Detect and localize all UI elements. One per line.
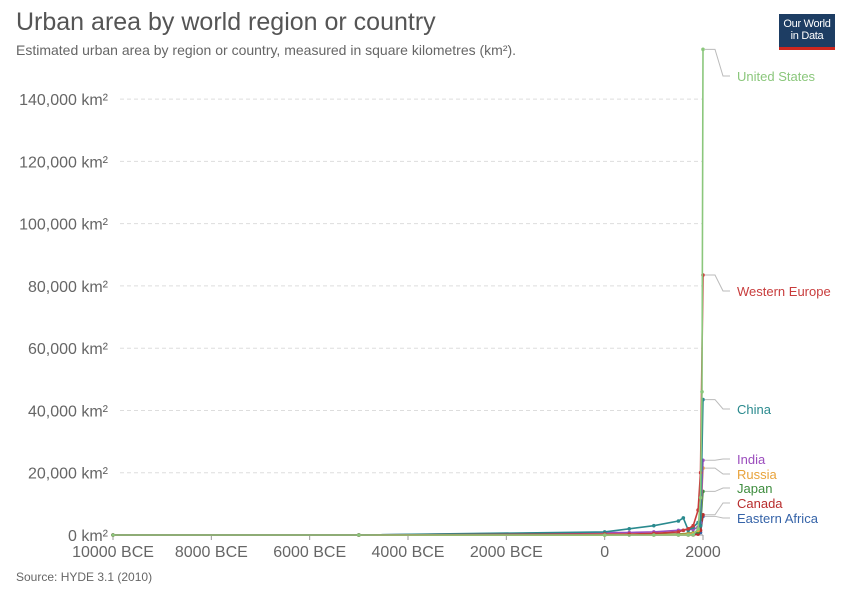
chart-title: Urban area by world region or country [16, 8, 436, 36]
series-group [111, 47, 705, 537]
y-tick-label: 40,000 km² [28, 403, 109, 420]
label-leader-canada [705, 502, 730, 516]
end-labels: United States Western Europe China IndiaRus… [705, 48, 831, 526]
series-line-united-states[interactable] [113, 49, 704, 536]
label-leader-india [705, 458, 730, 461]
series-line-india[interactable] [113, 460, 704, 536]
logo-line-2: in Data [790, 30, 824, 42]
series-label-eastern-africa[interactable]: Eastern Africa [737, 511, 819, 526]
data-point-china[interactable] [652, 523, 656, 528]
series-label-japan[interactable]: Japan [737, 481, 772, 496]
data-point-western-europe[interactable] [676, 530, 681, 534]
x-axis-ticks: 10000 BCE 8000 BCE 6000 BCE 4000 BCE 2000 BC… [72, 535, 721, 561]
data-point-china[interactable] [698, 523, 703, 528]
x-tick-label: 6000 BCE [273, 544, 346, 561]
series-label-united-states[interactable]: United States [737, 69, 816, 84]
x-tick-label: 2000 BCE [470, 544, 543, 561]
data-point-western-europe[interactable] [691, 523, 695, 528]
series-line-russia[interactable] [113, 468, 704, 536]
series-label-western-europe[interactable]: Western Europe [737, 284, 831, 299]
label-leader-united-states [705, 48, 730, 77]
x-tick-label: 4000 BCE [372, 544, 445, 561]
series-line-china[interactable] [113, 399, 704, 536]
chart-subtitle: Estimated urban area by region or countr… [16, 42, 517, 58]
source-note: Source: HYDE 3.1 (2010) [16, 570, 153, 584]
label-leader-china [705, 399, 730, 410]
y-axis-ticks: 0 km² 20,000 km² 40,000 km² 60,000 km² 80,00… [19, 92, 109, 545]
data-point-united-states[interactable] [691, 532, 695, 537]
series-label-china[interactable]: China [737, 402, 772, 417]
x-tick-label: 0 [600, 544, 609, 561]
series-label-russia[interactable]: Russia [737, 467, 778, 482]
data-point-united-states[interactable] [602, 533, 607, 537]
y-tick-label: 80,000 km² [28, 279, 109, 296]
series-label-india[interactable]: India [737, 452, 766, 467]
label-leader-western-europe [705, 274, 730, 292]
data-point-united-states[interactable] [698, 495, 703, 500]
y-tick-label: 60,000 km² [28, 341, 109, 358]
data-point-united-states[interactable] [686, 533, 691, 537]
label-leader-russia [705, 467, 730, 475]
owid-logo[interactable]: Our World in Data [779, 14, 835, 50]
label-leader-japan [705, 487, 730, 492]
series-line-japan[interactable] [113, 491, 704, 536]
x-tick-label: 8000 BCE [175, 544, 248, 561]
data-point-united-states[interactable] [111, 533, 115, 537]
x-tick-label: 2000 [685, 544, 721, 561]
y-tick-label: 0 km² [68, 528, 109, 545]
data-point-china[interactable] [681, 516, 686, 520]
series-label-canada[interactable]: Canada [737, 496, 783, 511]
data-point-united-states[interactable] [676, 533, 681, 537]
data-point-united-states[interactable] [701, 47, 705, 52]
data-point-china[interactable] [627, 526, 632, 531]
y-tick-label: 100,000 km² [19, 217, 109, 234]
logo-line-1: Our World [783, 18, 831, 30]
data-point-united-states[interactable] [652, 533, 656, 537]
data-point-china[interactable] [676, 519, 681, 523]
data-point-western-europe[interactable] [681, 528, 686, 533]
y-tick-label: 140,000 km² [19, 92, 109, 109]
data-point-united-states[interactable] [357, 533, 361, 537]
data-point-united-states[interactable] [700, 389, 704, 394]
x-tick-label: 10000 BCE [72, 544, 154, 561]
label-leader-eastern-africa [705, 515, 730, 519]
data-point-western-europe[interactable] [686, 526, 691, 531]
y-tick-label: 120,000 km² [19, 154, 109, 171]
logo-accent-bar [779, 47, 835, 50]
y-tick-label: 20,000 km² [28, 466, 109, 483]
data-point-united-states[interactable] [696, 526, 700, 531]
series-line-western-europe[interactable] [113, 274, 704, 536]
grid-lines [120, 98, 703, 474]
